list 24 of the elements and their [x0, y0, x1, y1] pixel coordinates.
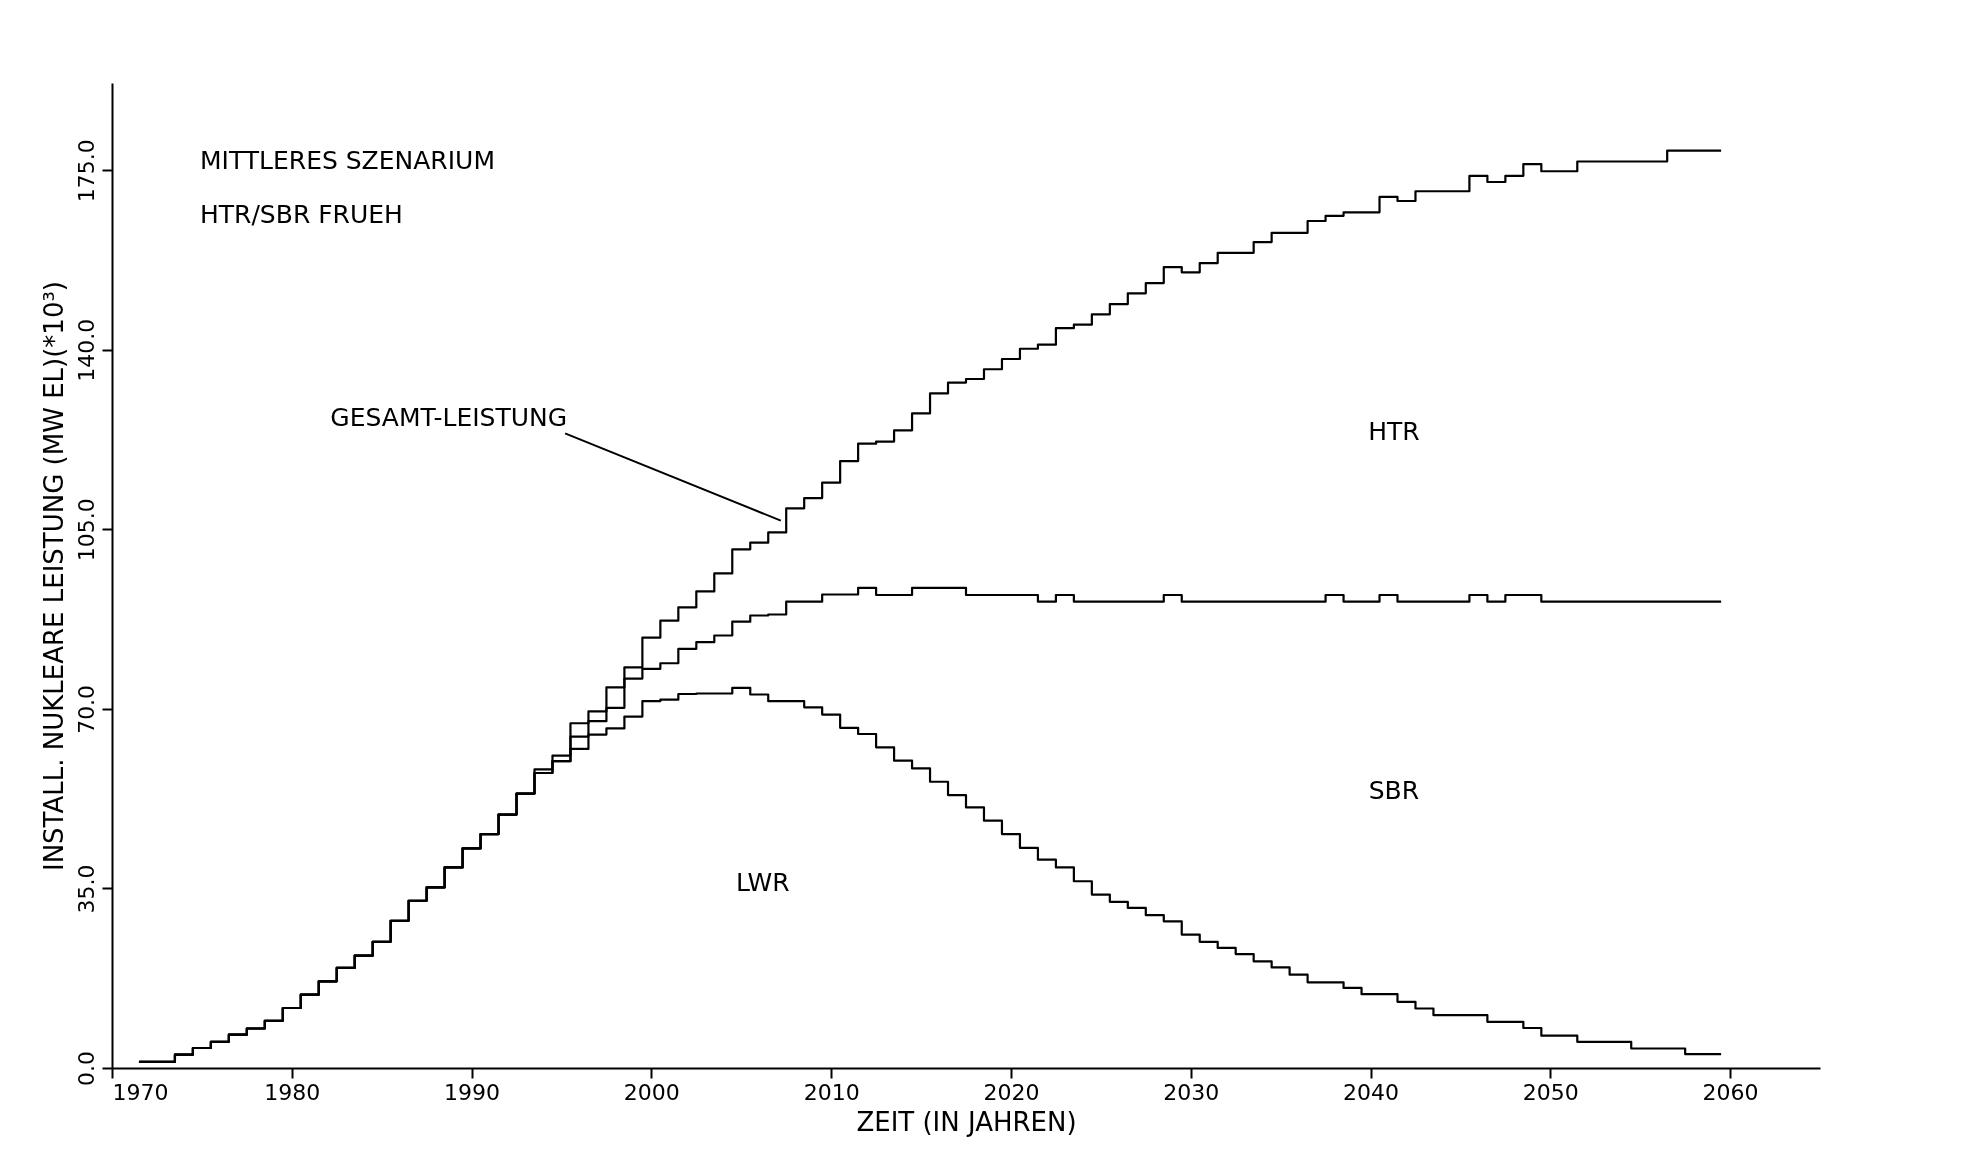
y-tick-label: 0.0	[73, 1051, 99, 1086]
x-tick-label: 1980	[264, 1079, 321, 1105]
annotation: SBR	[1368, 775, 1420, 805]
x-tick-label: 2030	[1163, 1079, 1220, 1105]
y-tick-label: 35.0	[73, 864, 99, 914]
y-tick-label: 105.0	[73, 498, 99, 562]
annotation: GESAMT-LEISTUNG	[330, 403, 568, 433]
x-tick-label: 1990	[444, 1079, 501, 1105]
text: HTR/SBR FRUEH	[200, 200, 403, 229]
x-tick-label: 2060	[1702, 1079, 1759, 1105]
x-tick-label: 2010	[803, 1079, 860, 1105]
x-tick-label: 2000	[623, 1079, 680, 1105]
y-tick-label: 70.0	[73, 684, 99, 734]
y-tick-label: 140.0	[73, 318, 99, 382]
annotation: LWR	[735, 868, 790, 898]
x-tick-label: 2020	[983, 1079, 1040, 1105]
x-tick-label: 2040	[1343, 1079, 1400, 1105]
x-axis-title: ZEIT (IN JAHREN)	[856, 1106, 1077, 1137]
y-axis-title: INSTALL. NUKLEARE LEISTUNG (MW EL)(*10³)	[38, 280, 69, 872]
y-tick-label: 175.0	[73, 139, 99, 203]
text: MITTLERES SZENARIUM	[200, 146, 495, 175]
x-tick-label: 2050	[1522, 1079, 1579, 1105]
annotation: HTR	[1368, 416, 1420, 446]
x-tick-label: 1970	[112, 1079, 169, 1105]
